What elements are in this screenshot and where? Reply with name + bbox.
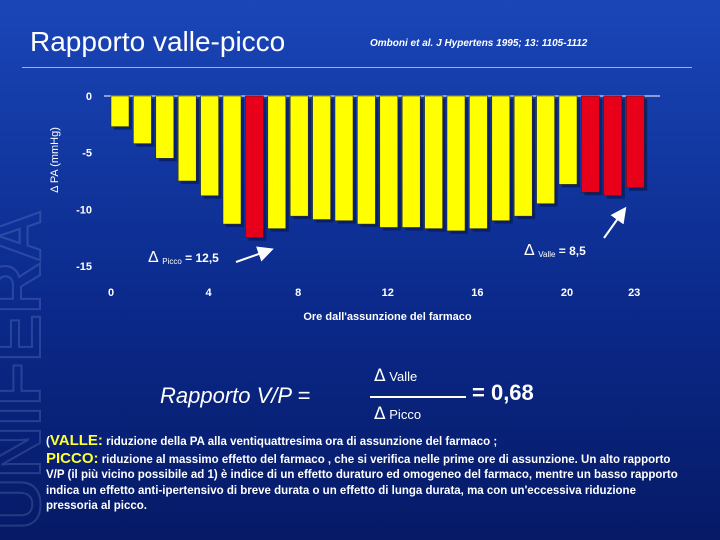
x-tick-label: 23 (628, 287, 640, 299)
x-tick-label: 16 (471, 287, 483, 299)
bar (513, 95, 533, 217)
bar (401, 95, 421, 228)
watermark-logo: UNIFERA (0, 209, 57, 531)
formula-numerator: Δ Valle (374, 366, 417, 386)
bar (536, 95, 555, 204)
valle-arrow (603, 206, 627, 239)
delta-symbol: Δ (374, 404, 386, 424)
note-paren: ( (46, 436, 50, 448)
y-tick-label: -5 (82, 148, 92, 160)
fraction-line (370, 396, 466, 398)
bar (155, 95, 175, 159)
bar (424, 95, 443, 229)
bar-highlight (245, 95, 264, 238)
valle-annotation: Δ Valle = 8,5 (524, 242, 586, 259)
bar-highlight (581, 95, 600, 193)
bar (289, 95, 309, 217)
ratio-result: = 0,68 (472, 380, 534, 405)
formula-denominator: Δ Picco (374, 404, 421, 424)
x-tick-label: 12 (382, 287, 394, 299)
bar (379, 95, 399, 228)
numerator-label: Valle (389, 369, 418, 384)
bar (312, 95, 331, 220)
x-tick-label: 20 (561, 287, 573, 299)
y-tick-label: 0 (86, 91, 92, 103)
bar (357, 95, 376, 225)
bar (133, 95, 152, 144)
valle-definition: riduzione della PA alla ventiquattresima… (102, 436, 498, 448)
x-tick-label: 0 (108, 287, 114, 299)
bar (446, 95, 466, 232)
citation: Omboni et al. J Hypertens 1995; 13: 1105… (370, 38, 588, 49)
bar (334, 95, 354, 221)
x-axis-label: Ore dall'assunzione del farmaco (303, 311, 472, 323)
svg-text:UNIFERA: UNIFERA (0, 210, 56, 530)
picco-arrow (235, 246, 274, 263)
picco-definition: riduzione al massimo effetto del farmaco… (46, 453, 678, 513)
picco-annotation: Δ Picco = 12,5 (148, 249, 219, 266)
picco-keyword: PICCO: (46, 449, 99, 467)
title-divider (22, 67, 692, 68)
y-tick-label: -10 (76, 204, 92, 216)
y-axis-label: Δ PA (mmHg) (49, 127, 61, 193)
x-tick-label: 8 (295, 287, 301, 299)
bar (200, 95, 219, 196)
bar-highlight (603, 95, 623, 196)
delta-symbol: Δ (374, 366, 386, 386)
denominator-label: Picco (389, 407, 422, 422)
bar (177, 95, 197, 182)
y-tick-label: -15 (76, 261, 92, 273)
ratio-label: Rapporto V/P = (160, 383, 311, 408)
valle-keyword: VALLE: (49, 432, 103, 449)
bar (110, 95, 130, 127)
bar (558, 95, 578, 185)
x-tick-label: 4 (206, 287, 213, 299)
bar (267, 95, 287, 229)
definition-note: (VALLE: riduzione della PA alla ventiqua… (46, 433, 686, 515)
bar (469, 95, 488, 229)
slide-title: Rapporto valle-picco (30, 26, 286, 57)
bar-highlight (625, 95, 645, 189)
bar (491, 95, 511, 221)
bar (222, 95, 242, 225)
bar-chart: 0 -5 -10 -15 Δ PA (mmHg) 0 4 8 12 16 20 23 Δ Picco =… (49, 91, 648, 299)
